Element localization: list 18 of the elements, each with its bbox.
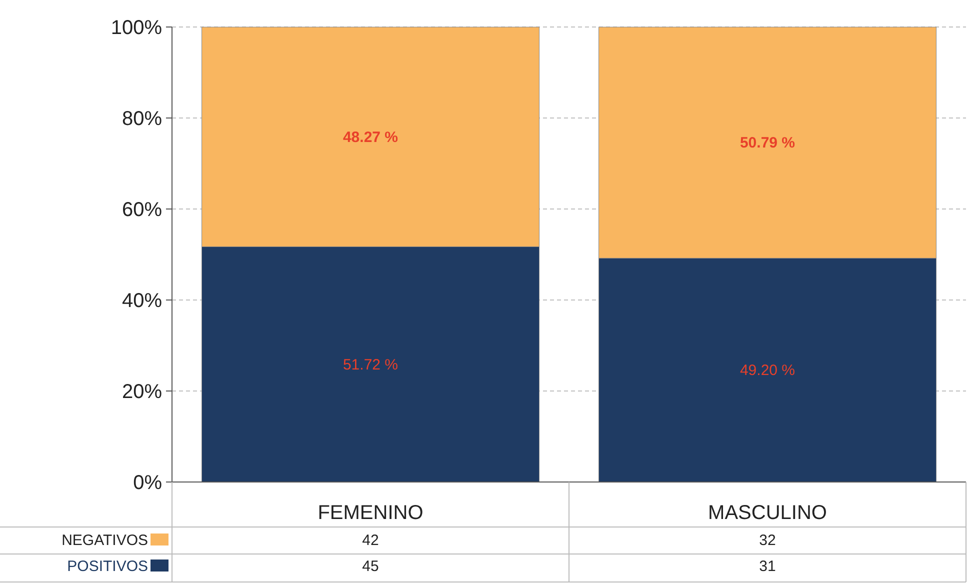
text: POSITIVOS (67, 558, 148, 575)
text: 42 (362, 532, 379, 549)
data-label: 51.72 % (342, 356, 398, 374)
y-tick-label: 80% (122, 108, 162, 130)
text: 32 (759, 532, 776, 549)
y-tick-label: 20% (122, 381, 162, 403)
y-tick-label: 0% (133, 472, 162, 494)
data-label: 49.20 % (740, 362, 796, 380)
x-tick-label: MASCULINO (708, 502, 827, 524)
data-label: 50.79 % (740, 134, 796, 152)
y-tick-label: 40% (122, 290, 162, 312)
data-label: 48.27 % (342, 128, 398, 146)
y-tick-label: 100% (110, 17, 162, 39)
legend-label: NEGATIVOS (62, 532, 148, 549)
y-tick-label: 60% (122, 199, 162, 221)
text: 31 (759, 558, 776, 575)
text: 45 (362, 558, 379, 575)
x-tick-label: FEMENINO (318, 502, 424, 524)
